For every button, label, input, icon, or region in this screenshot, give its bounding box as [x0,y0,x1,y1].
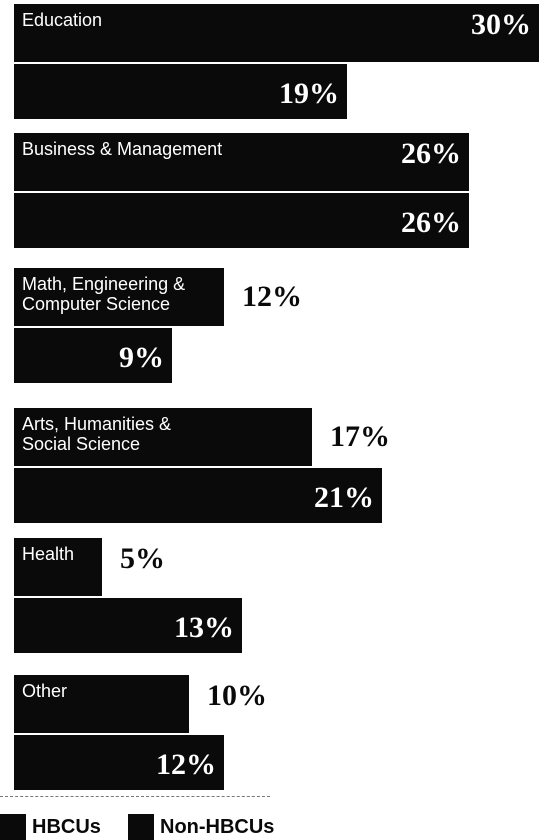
legend-divider [0,796,270,798]
bar-business-and-management-hbcus [14,133,469,191]
data-label-education-hbcus: 30% [471,8,531,41]
bar-arts-humanities-and-social-science-hbcus [14,408,312,466]
category-label-education: Education [22,10,103,30]
data-label-other-hbcus: 10% [207,679,267,712]
bar-math-engineering-and-computer-science-non-hbcus [14,328,172,383]
legend-swatch-hbcus [0,814,26,840]
data-label-math-engineering-and-computer-science-non-hbcus: 9% [119,340,164,374]
bar-education-non-hbcus [14,64,347,119]
data-label-business-and-management-hbcus: 26% [401,137,461,170]
bar-other-non-hbcus [14,735,224,790]
category-label-business-and-management: Business & Management [22,139,223,159]
data-label-math-engineering-and-computer-science-hbcus: 12% [242,280,302,313]
data-label-education-non-hbcus: 19% [279,76,339,110]
legend-item-hbcus: HBCUs [0,814,101,840]
data-label-arts-humanities-and-social-science-non-hbcus: 21% [314,480,374,514]
data-label-business-and-management-non-hbcus: 26% [401,205,461,239]
legend-item-non-hbcus: Non-HBCUs [128,814,274,840]
data-label-arts-humanities-and-social-science-hbcus: 17% [330,420,390,453]
category-label-arts-humanities-and-social-science: Arts, Humanities & Social Science [22,414,172,454]
data-label-other-non-hbcus: 12% [156,747,216,781]
data-label-health-non-hbcus: 13% [174,610,234,644]
category-label-math-engineering-and-computer-science: Math, Engineering & Computer Science [22,274,186,314]
legend-swatch-non-hbcus [128,814,154,840]
legend: HBCUs Non-HBCUs [0,796,542,840]
category-label-health: Health [22,544,75,564]
bar-education-hbcus [14,4,539,62]
legend-label-non-hbcus: Non-HBCUs [160,815,275,838]
bar-arts-humanities-and-social-science-non-hbcus [14,468,382,523]
category-label-other: Other [22,681,68,701]
bar-math-engineering-and-computer-science-hbcus [14,268,224,326]
legend-label-hbcus: HBCUs [32,815,101,838]
bar-other-hbcus [14,675,189,733]
bar-health-hbcus [14,538,102,596]
data-label-health-hbcus: 5% [120,542,165,575]
bar-business-and-management-non-hbcus [14,193,469,248]
bar-chart: 30% 19% Education 26% 26% Business & Manageme… [14,4,539,790]
bar-health-non-hbcus [14,598,242,653]
